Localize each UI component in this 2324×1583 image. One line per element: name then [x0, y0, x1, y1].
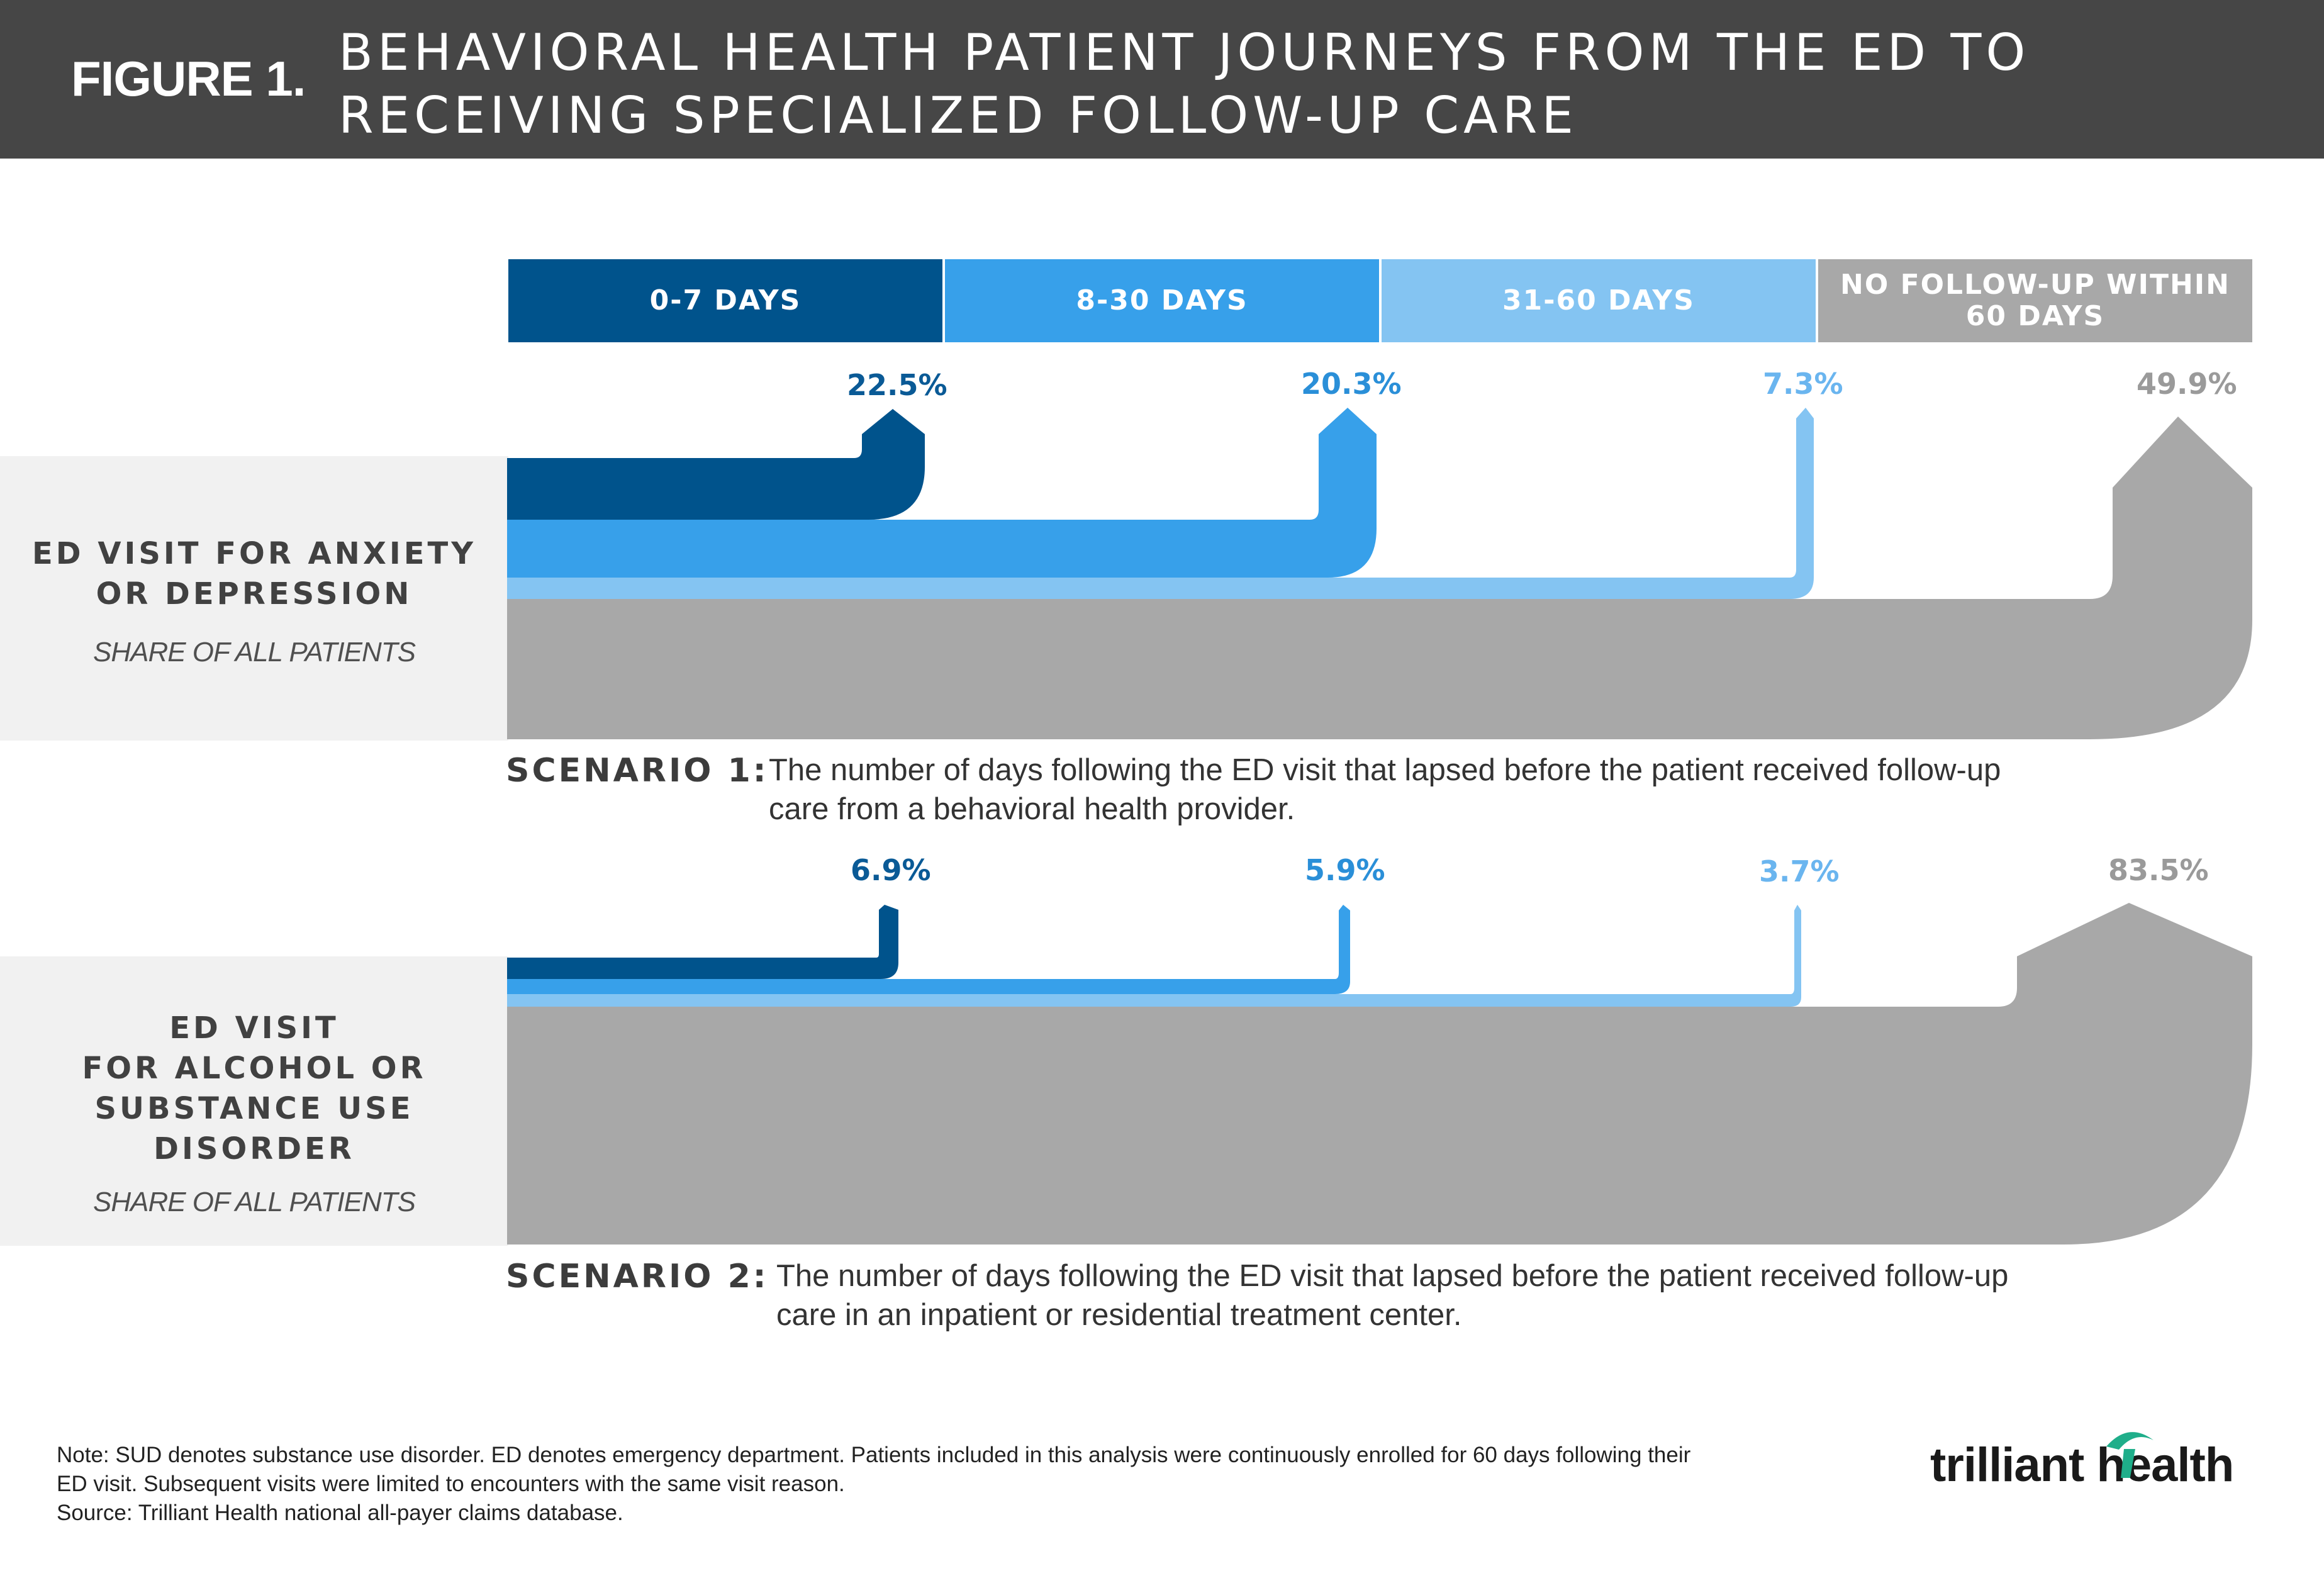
panel-anxiety-depression: ED VISIT FOR ANXIETY OR DEPRESSION SHARE…: [0, 456, 508, 741]
panel-title-line3: SUBSTANCE USE: [94, 1091, 414, 1126]
trilliant-health-logo: trilliant health: [1930, 1432, 2234, 1492]
scenario-1-desc-line1: The number of days following the ED visi…: [769, 753, 2001, 787]
legend-label-line1: NO FOLLOW-UP WITHIN: [1840, 269, 2230, 301]
scenario-2-label: SCENARIO 2:: [506, 1258, 769, 1295]
legend-0-7-days: 0-7 DAYS: [508, 259, 942, 342]
flow-band-no-follow-up: [507, 417, 2252, 739]
logo-swoosh-icon: [2106, 1432, 2154, 1478]
figure-title: BEHAVIORAL HEALTH PATIENT JOURNEYS FROM …: [338, 21, 2030, 147]
logo-text: trilliant health: [1930, 1438, 2234, 1492]
figure-header: FIGURE 1. BEHAVIORAL HEALTH PATIENT JOUR…: [0, 0, 2324, 159]
legend-31-60-days: 31-60 DAYS: [1382, 259, 1816, 342]
panel-title-line2: OR DEPRESSION: [96, 576, 413, 612]
panel-title-line1: ED VISIT FOR ANXIETY: [32, 536, 476, 571]
scenario-1-label: SCENARIO 1:: [506, 752, 769, 790]
flow-band-0-7-days: [507, 409, 925, 520]
footnote-line1: Note: SUD denotes substance use disorder…: [57, 1443, 1691, 1467]
panel-title: ED VISIT FOR ALCOHOL OR SUBSTANCE USE DI…: [0, 1008, 508, 1169]
flow-band-8-30-days: [507, 408, 1377, 578]
legend-label: 0-7 DAYS: [649, 284, 802, 316]
panel-alcohol-substance: ED VISIT FOR ALCOHOL OR SUBSTANCE USE DI…: [0, 956, 508, 1246]
scenario-2-desc-line1: The number of days following the ED visi…: [776, 1259, 2009, 1293]
footnote-source: Source: Trilliant Health national all-pa…: [57, 1501, 623, 1525]
flow-band-31-60-days: [507, 408, 1814, 599]
pct-label-s1-8-30: 20.3%: [1301, 367, 1402, 401]
flow-band-0-7-days: [507, 905, 898, 979]
flow-band-31-60-days: [507, 905, 1801, 1007]
panel-subtitle: SHARE OF ALL PATIENTS: [92, 637, 416, 668]
scenario-1-desc-line2: care from a behavioral health provider.: [769, 792, 1295, 826]
pct-label-s2-31-60: 3.7%: [1759, 854, 1840, 888]
pct-label-s2-no-follow-up: 83.5%: [2108, 853, 2209, 887]
panel-title: ED VISIT FOR ANXIETY OR DEPRESSION: [0, 534, 508, 614]
pct-label-s2-0-7: 6.9%: [851, 853, 931, 887]
pct-label-s1-31-60: 7.3%: [1763, 367, 1843, 401]
flow-band-8-30-days: [507, 905, 1350, 994]
panel-title-line4: DISORDER: [154, 1131, 355, 1166]
scenario-2-description: The number of days following the ED visi…: [776, 1256, 2008, 1334]
legend-label: 8-30 DAYS: [1076, 284, 1248, 316]
panel-title-line1: ED VISIT: [169, 1010, 339, 1046]
pct-label-s2-8-30: 5.9%: [1305, 853, 1385, 887]
pct-label-s1-no-follow-up: 49.9%: [2137, 367, 2237, 401]
legend-label: 31-60 DAYS: [1502, 284, 1695, 316]
flow-band-no-follow-up: [507, 903, 2252, 1245]
panel-title-line2: FOR ALCOHOL OR: [82, 1051, 427, 1086]
panel-subtitle: SHARE OF ALL PATIENTS: [92, 1187, 416, 1217]
figure-label: FIGURE 1.: [71, 51, 306, 106]
legend-8-30-days: 8-30 DAYS: [945, 259, 1379, 342]
scenario-1-description: The number of days following the ED visi…: [769, 751, 2001, 829]
footnote: Note: SUD denotes substance use disorder…: [57, 1441, 1806, 1528]
footnote-line2: ED visit. Subsequent visits were limited…: [57, 1472, 845, 1496]
scenario-2-desc-line2: care in an inpatient or residential trea…: [776, 1298, 1462, 1332]
figure-title-line2: RECEIVING SPECIALIZED FOLLOW-UP CARE: [338, 86, 1578, 145]
pct-label-s1-0-7: 22.5%: [847, 368, 947, 402]
figure-title-line1: BEHAVIORAL HEALTH PATIENT JOURNEYS FROM …: [338, 23, 2030, 82]
legend-no-follow-up: NO FOLLOW-UP WITHIN 60 DAYS: [1818, 259, 2252, 342]
legend-label-line2: 60 DAYS: [1965, 300, 2105, 332]
